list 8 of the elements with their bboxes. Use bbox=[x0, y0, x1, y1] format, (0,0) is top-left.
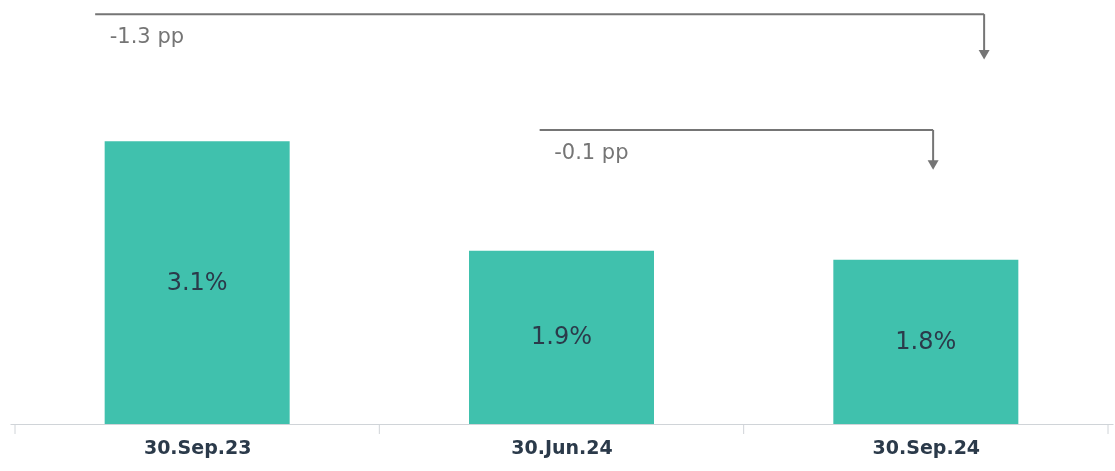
x-tick-label: 30.Jun.24 bbox=[511, 435, 613, 458]
x-tick-label: 30.Sep.24 bbox=[872, 435, 981, 458]
annotation: -0.1 pp bbox=[554, 139, 629, 164]
text: -1.3 pp bbox=[109, 23, 185, 48]
data-label: 1.9% bbox=[531, 322, 592, 351]
data-label: 1.8% bbox=[895, 326, 957, 355]
data-label: 3.1% bbox=[166, 267, 228, 296]
x-tick-label: 30.Sep.23 bbox=[143, 435, 252, 458]
